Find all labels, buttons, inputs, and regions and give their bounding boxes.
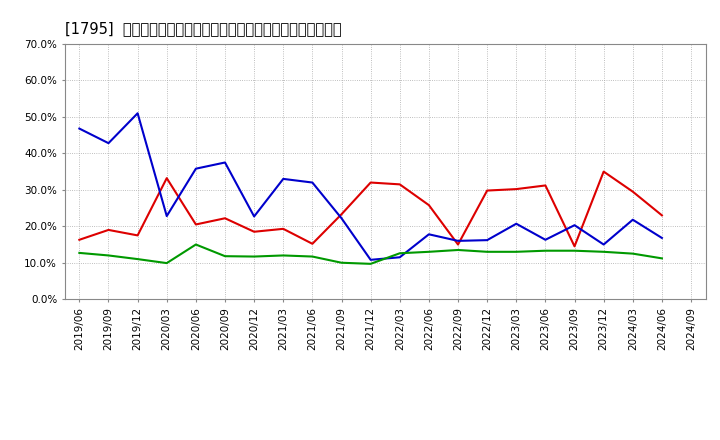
買入債務: [512, 249, 521, 254]
在庫: [163, 213, 171, 219]
Legend: 売上債権, 在庫, 買入債務: 売上債権, 在庫, 買入債務: [256, 438, 515, 440]
在庫: [629, 217, 637, 222]
買入債務: [192, 242, 200, 247]
売上債権: [104, 227, 113, 233]
Line: 買入債務: 買入債務: [79, 245, 662, 264]
買入債務: [337, 260, 346, 265]
売上債権: [366, 180, 375, 185]
買入債務: [541, 248, 550, 253]
在庫: [192, 166, 200, 171]
買入債務: [163, 260, 171, 266]
売上債権: [657, 213, 666, 218]
売上債権: [512, 187, 521, 192]
売上債権: [75, 237, 84, 242]
在庫: [220, 160, 229, 165]
買入債務: [250, 254, 258, 259]
売上債権: [483, 188, 492, 193]
売上債権: [308, 241, 317, 246]
在庫: [512, 221, 521, 226]
売上債権: [192, 222, 200, 227]
売上債権: [570, 244, 579, 249]
買入債務: [395, 251, 404, 256]
売上債権: [220, 216, 229, 221]
買入債務: [483, 249, 492, 254]
在庫: [483, 238, 492, 243]
買入債務: [366, 261, 375, 267]
買入債務: [133, 257, 142, 262]
在庫: [657, 235, 666, 241]
在庫: [425, 232, 433, 237]
在庫: [279, 176, 287, 182]
在庫: [75, 126, 84, 131]
買入債務: [570, 248, 579, 253]
在庫: [366, 257, 375, 263]
買入債務: [629, 251, 637, 256]
在庫: [454, 238, 462, 243]
在庫: [104, 140, 113, 146]
売上債権: [133, 233, 142, 238]
在庫: [250, 214, 258, 219]
買入債務: [279, 253, 287, 258]
在庫: [395, 255, 404, 260]
在庫: [133, 110, 142, 116]
売上債権: [454, 242, 462, 247]
在庫: [599, 242, 608, 247]
売上債権: [250, 229, 258, 235]
売上債権: [279, 226, 287, 231]
買入債務: [599, 249, 608, 254]
売上債権: [163, 176, 171, 181]
売上債権: [337, 212, 346, 217]
在庫: [541, 237, 550, 242]
売上債権: [425, 202, 433, 208]
売上債権: [629, 189, 637, 194]
買入債務: [308, 254, 317, 259]
Line: 在庫: 在庫: [79, 113, 662, 260]
買入債務: [657, 256, 666, 261]
売上債権: [395, 182, 404, 187]
在庫: [308, 180, 317, 185]
在庫: [570, 223, 579, 228]
買入債務: [75, 250, 84, 256]
買入債務: [454, 247, 462, 253]
在庫: [337, 216, 346, 221]
売上債権: [541, 183, 550, 188]
買入債務: [104, 253, 113, 258]
買入債務: [425, 249, 433, 254]
Line: 売上債権: 売上債権: [79, 172, 662, 246]
売上債権: [599, 169, 608, 174]
Text: [1795]  売上債権、在庫、買入債務の総資産に対する比率の推移: [1795] 売上債権、在庫、買入債務の総資産に対する比率の推移: [65, 21, 341, 36]
買入債務: [220, 253, 229, 259]
